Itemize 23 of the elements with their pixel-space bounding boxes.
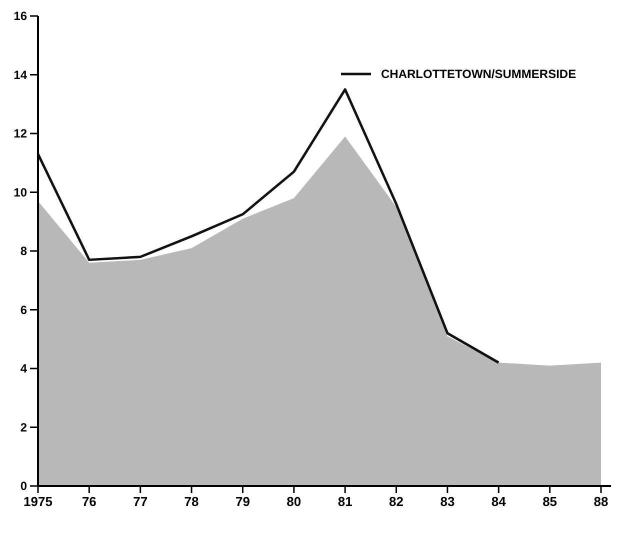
y-tick-label: 6 <box>20 302 28 317</box>
y-tick-label: 4 <box>20 362 28 376</box>
y-tick-label: 14 <box>14 68 28 82</box>
x-tick-label: 84 <box>491 494 507 509</box>
legend-label: CHARLOTTETOWN/SUMMERSIDE <box>381 67 576 82</box>
y-tick-label: 16 <box>14 9 28 24</box>
y-tick-label: 12 <box>14 126 28 141</box>
y-tick-label: 8 <box>20 244 28 258</box>
x-tick-label: 80 <box>286 494 302 509</box>
y-tick-label: 0 <box>20 479 28 494</box>
y-tick-label: 2 <box>20 420 28 434</box>
x-tick-label: 85 <box>542 494 558 509</box>
y-tick-label: 10 <box>14 185 28 200</box>
x-tick-label: 81 <box>338 494 352 509</box>
x-tick-label: 79 <box>235 494 250 509</box>
x-tick-label: 82 <box>389 494 404 509</box>
x-tick-label: 1975 <box>24 494 52 509</box>
line-series <box>36 88 500 364</box>
x-tick-label: 83 <box>440 494 455 509</box>
x-tick-label: 76 <box>82 494 96 509</box>
x-tick-label: 77 <box>133 494 148 509</box>
x-tick-label: 78 <box>184 494 199 509</box>
x-tick-label: 88 <box>594 494 608 509</box>
